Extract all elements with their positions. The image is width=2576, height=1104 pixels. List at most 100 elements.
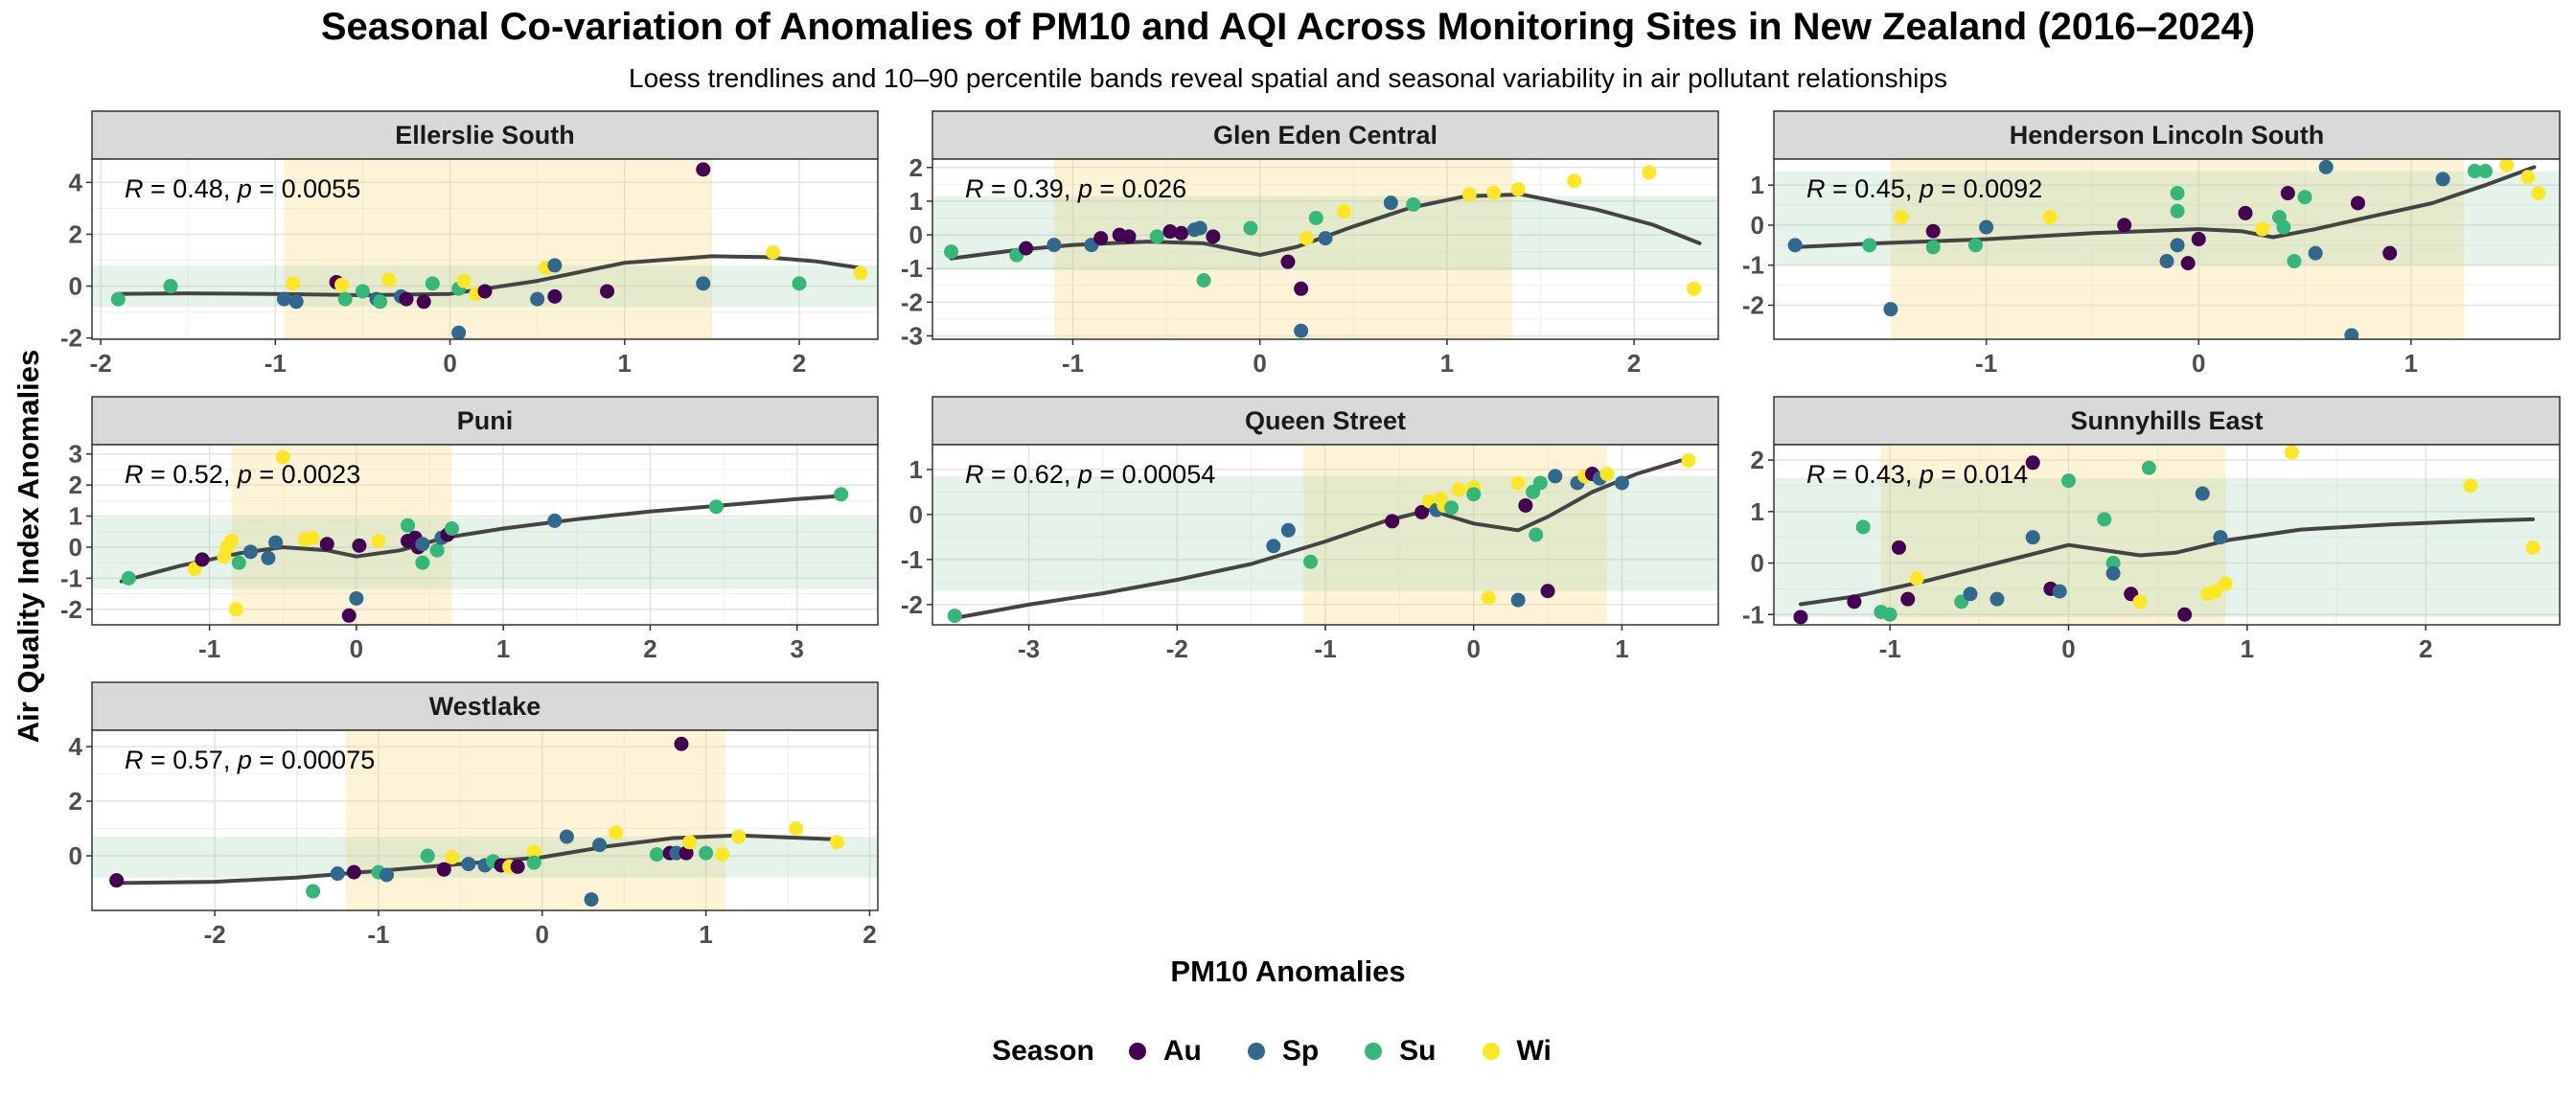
data-point-wi — [1461, 187, 1477, 202]
legend-title: Season — [992, 1035, 1094, 1067]
x-tick-label: -1 — [264, 349, 287, 378]
data-point-su — [792, 276, 807, 291]
data-point-su — [2105, 556, 2121, 571]
data-point-su — [2467, 164, 2482, 179]
data-point-sp — [1046, 238, 1062, 253]
data-point-wi — [371, 533, 386, 548]
panel-strip — [932, 396, 1719, 446]
data-point-su — [2141, 460, 2156, 475]
panel-ellerslie-south: Ellerslie South R = 0.48, p = 0.0055 -2 -1 0… — [60, 110, 879, 378]
data-point-wi — [224, 533, 240, 548]
data-point-wi — [2499, 159, 2515, 172]
data-point-wi — [2463, 478, 2478, 494]
x-axis-label: PM10 Anomalies — [1170, 954, 1406, 988]
data-point-sp — [451, 325, 467, 339]
y-tick-label: -2 — [1742, 290, 1764, 319]
data-point-wi — [456, 273, 472, 288]
data-point-su — [834, 487, 849, 502]
data-point-su — [2170, 186, 2185, 201]
data-point-au — [436, 862, 451, 877]
panel-strip-label: Puni — [457, 406, 514, 435]
data-point-sp — [2025, 530, 2040, 545]
correlation-label: R = 0.39, p = 0.026 — [965, 174, 1186, 203]
data-point-su — [2170, 203, 2185, 218]
panel-inner — [92, 159, 878, 339]
data-point-sp — [461, 857, 476, 872]
data-point-au — [510, 859, 525, 874]
legend-label-sp: Sp — [1281, 1035, 1320, 1067]
data-point-au — [319, 537, 334, 552]
data-point-wi — [829, 835, 844, 850]
data-point-su — [1882, 607, 1898, 622]
data-point-sp — [288, 294, 304, 310]
legend-swatch-sp — [1247, 1043, 1265, 1060]
data-point-wi — [526, 844, 541, 860]
data-point-wi — [1909, 571, 1924, 586]
panel-inner — [1774, 445, 2560, 625]
data-point-su — [373, 294, 388, 310]
data-point-sp — [2170, 238, 2185, 253]
panel-westlake: Westlake R = 0.57, p = 0.00075 -2 -1 0 1 2 0 2 4 — [69, 681, 879, 949]
x-tick-label: 1 — [618, 349, 632, 378]
data-point-wi — [1337, 203, 1352, 218]
data-point-au — [678, 845, 694, 861]
data-point-au — [2025, 455, 2040, 471]
data-point-sp — [547, 513, 563, 528]
data-point-su — [1532, 475, 1548, 491]
panel-strip-label: Westlake — [429, 692, 541, 721]
data-point-su — [306, 884, 321, 899]
x-tick-label: 3 — [790, 634, 803, 663]
data-point-sp — [669, 845, 684, 861]
data-point-sp — [1787, 238, 1803, 253]
data-point-su — [420, 848, 435, 863]
y-tick-label: 2 — [69, 471, 82, 499]
data-point-sp — [2195, 486, 2210, 501]
data-point-wi — [1567, 173, 1582, 189]
y-tick-label: -1 — [1742, 600, 1764, 629]
y-tick-label: -2 — [60, 595, 82, 624]
data-point-sp — [2318, 159, 2334, 174]
data-point-su — [708, 499, 724, 515]
panel-sunnyhills-east: Sunnyhills East R = 0.43, p = 0.014 -1 0 1 2 -… — [1742, 396, 2561, 663]
x-tick-label: 1 — [699, 920, 712, 949]
panel-border — [91, 444, 879, 626]
data-point-au — [416, 294, 431, 310]
data-point-au — [1925, 223, 1941, 239]
data-point-wi — [228, 602, 243, 617]
y-tick-label: 0 — [909, 220, 923, 249]
data-point-au — [2191, 232, 2206, 247]
data-point-sp — [547, 258, 563, 273]
x-tick-label: -1 — [1062, 349, 1084, 378]
y-tick-label: -1 — [901, 254, 923, 283]
data-point-su — [1444, 500, 1460, 516]
correlation-label: R = 0.45, p = 0.0092 — [1806, 174, 2042, 203]
y-tick-label: 1 — [1751, 171, 1764, 199]
data-point-sp — [2308, 245, 2323, 261]
panel-inner — [1774, 159, 2560, 339]
data-point-su — [1529, 527, 1544, 542]
data-point-au — [1121, 229, 1137, 244]
data-point-sp — [276, 291, 291, 307]
data-point-sp — [1548, 469, 1563, 484]
panel-border — [91, 729, 879, 911]
data-point-wi — [381, 272, 397, 288]
y-tick-label: 0 — [69, 841, 82, 870]
data-point-wi — [1687, 281, 1702, 296]
y-tick-label: 0 — [909, 500, 923, 529]
data-point-sp — [415, 537, 430, 552]
data-point-wi — [275, 449, 290, 465]
x-tick-label: 1 — [2241, 634, 2254, 663]
data-point-su — [699, 845, 714, 861]
data-point-au — [352, 538, 367, 553]
data-point-su — [1406, 196, 1421, 212]
y-tick-label: -2 — [901, 288, 923, 316]
legend: Season Au Sp Su Wi — [0, 1035, 2576, 1068]
data-point-au — [1294, 281, 1309, 296]
y-tick-label: -2 — [60, 324, 82, 353]
data-point-wi — [2219, 576, 2233, 591]
panel-inner — [92, 730, 878, 910]
data-point-sp — [330, 866, 345, 882]
data-point-su — [2061, 473, 2076, 489]
correlation-label: R = 0.48, p = 0.0055 — [125, 174, 360, 203]
